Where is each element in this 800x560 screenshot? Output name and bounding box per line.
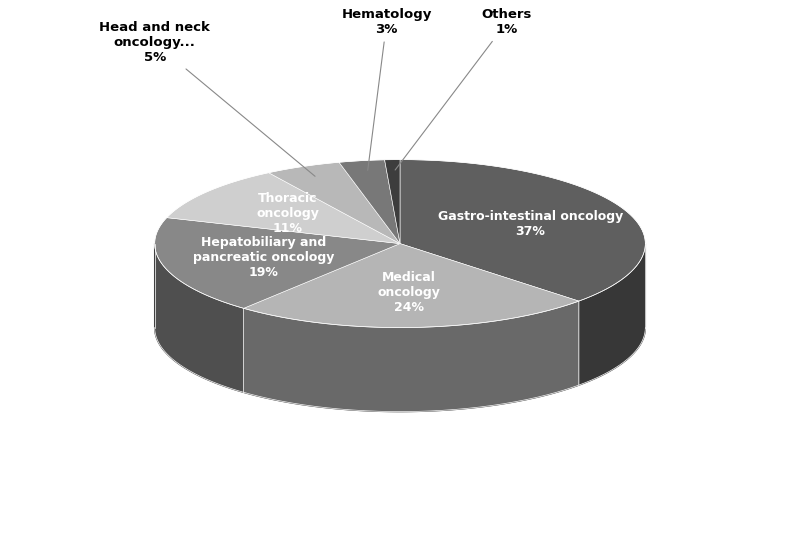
Text: Hepatobiliary and
pancreatic oncology
19%: Hepatobiliary and pancreatic oncology 19… — [193, 236, 334, 279]
Text: Medical
oncology
24%: Medical oncology 24% — [378, 270, 440, 314]
Polygon shape — [154, 244, 244, 393]
Polygon shape — [385, 160, 400, 244]
Text: Hematology
3%: Hematology 3% — [342, 8, 432, 170]
Text: Head and neck
oncology...
5%: Head and neck oncology... 5% — [99, 21, 315, 176]
Polygon shape — [166, 172, 400, 244]
Polygon shape — [154, 218, 400, 309]
Polygon shape — [269, 162, 400, 244]
Polygon shape — [339, 160, 400, 244]
Text: Gastro-intestinal oncology
37%: Gastro-intestinal oncology 37% — [438, 210, 623, 238]
Polygon shape — [579, 244, 646, 385]
Polygon shape — [244, 244, 579, 328]
Polygon shape — [400, 160, 646, 301]
Text: Thoracic
oncology
11%: Thoracic oncology 11% — [256, 192, 319, 235]
Polygon shape — [154, 244, 646, 412]
Text: Others
1%: Others 1% — [395, 8, 532, 170]
Polygon shape — [244, 301, 579, 412]
